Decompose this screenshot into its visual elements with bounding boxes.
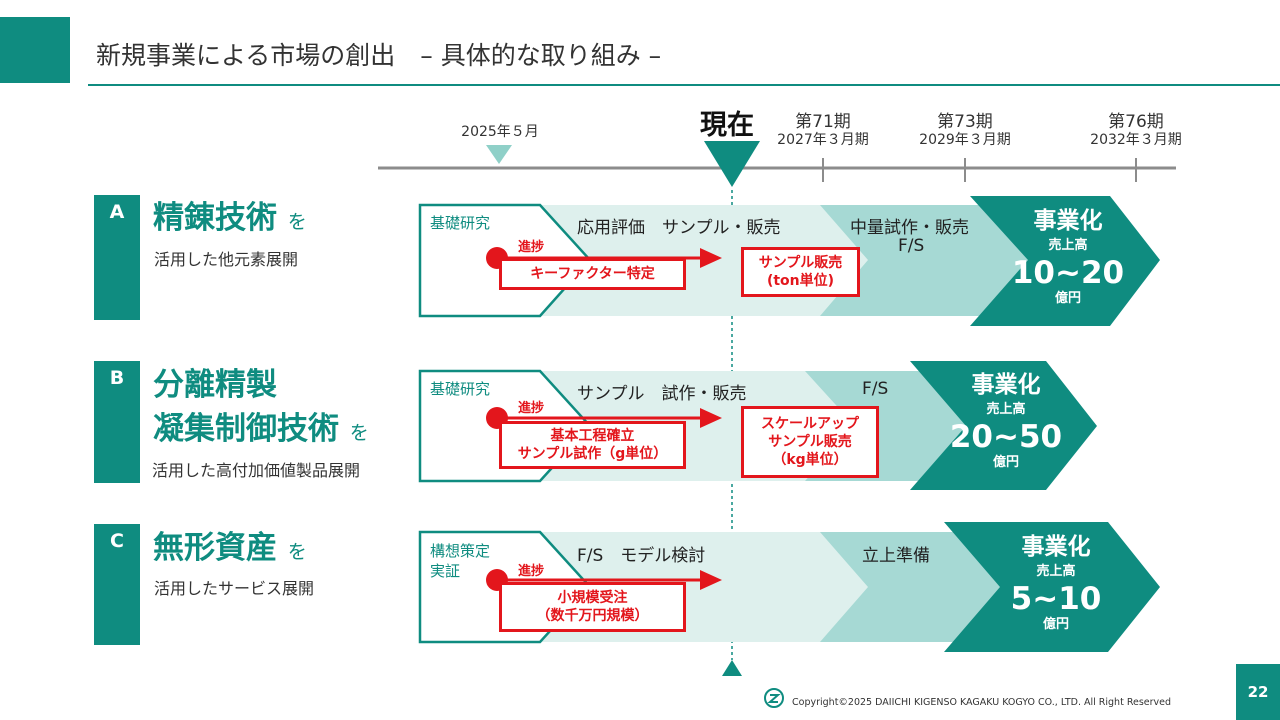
row-c-title: 無形資産 を <box>153 527 307 573</box>
row-b-goal: 事業化 売上高 20~50 億円 <box>946 370 1066 472</box>
row-c-goal-sales: 売上高 <box>1036 564 1076 579</box>
row-b-start-stage: 基礎研究 <box>430 380 491 398</box>
row-c-progress-box: 小規模受注 （数千万円規模） <box>499 582 686 632</box>
row-a-stage2 <box>820 205 1060 316</box>
row-c-stage2-label: 立上準備 <box>862 546 930 566</box>
title-rule <box>88 84 1280 86</box>
row-c-goal: 事業化 売上高 5~10 億円 <box>996 532 1116 634</box>
milestone-76: 第76期 2032年３月期 <box>1086 113 1186 149</box>
row-a-goal: 事業化 売上高 10~20 億円 <box>1008 206 1128 308</box>
row-a-target-box: サンプル販売 (ton単位) <box>741 247 860 297</box>
milestone-73-period: 第73期 <box>937 112 993 132</box>
row-a-stage2-label: 中量試作・販売 <box>850 218 969 238</box>
row-a-progress-arrowhead-icon <box>700 248 722 268</box>
row-a-goal-unit: 億円 <box>1054 291 1081 306</box>
row-c-stage1: F/S モデル検討 <box>577 546 706 566</box>
timeline-now-label: 現在 <box>700 110 754 141</box>
row-a-progress-box: キーファクター特定 <box>499 258 686 290</box>
milestone-76-date: 2032年３月期 <box>1090 132 1182 148</box>
row-c-letter: C <box>110 530 124 552</box>
row-b-progress-line2: サンプル試作（g単位） <box>517 446 668 462</box>
now-marker-icon <box>704 141 760 187</box>
row-c-goal-unit: 億円 <box>1042 617 1069 632</box>
row-b-progress-line1: 基本工程確立 <box>550 428 635 444</box>
row-a-bar: A <box>94 195 140 320</box>
row-a-goal-range: 10~20 <box>1011 255 1125 291</box>
row-b-title-line1: 分離精製 <box>153 367 277 403</box>
row-a-title: 精錬技術 を <box>153 197 307 243</box>
row-a-goal-sales: 売上高 <box>1048 238 1088 253</box>
row-a-title-text: 精錬技術 <box>153 200 277 236</box>
row-b-progress-box: 基本工程確立 サンプル試作（g単位） <box>499 421 686 469</box>
now-bottom-marker-icon <box>722 660 742 676</box>
row-b-target-line3: （kg単位） <box>772 452 848 468</box>
row-a-shinchoku: 進捗 <box>518 240 545 255</box>
row-b-target-line2: サンプル販売 <box>768 434 852 450</box>
row-a-goal-arrow <box>970 196 1160 326</box>
row-b-progress-arrowhead-icon <box>700 408 722 428</box>
row-c-progress-line1: 小規模受注 <box>557 590 628 606</box>
row-a-subtitle: 活用した他元素展開 <box>154 250 299 269</box>
row-c-shinchoku: 進捗 <box>518 564 545 579</box>
row-a-target-line1: サンプル販売 <box>758 255 843 271</box>
row-c-start-line1: 構想策定 <box>430 542 491 560</box>
row-a-stage1: 応用評価 サンプル・販売 <box>577 218 781 238</box>
row-a-goal-title: 事業化 <box>1033 208 1103 234</box>
row-a-start-stage: 基礎研究 <box>430 214 491 232</box>
row-c-goal-title: 事業化 <box>1021 534 1091 560</box>
row-b-title-line2: 凝集制御技術 <box>153 411 339 447</box>
row-b-stage2-label: F/S <box>862 379 889 399</box>
row-a-target-line2: (ton単位) <box>766 273 835 289</box>
row-b-title-line2-wrap: 凝集制御技術 を <box>153 408 369 454</box>
row-b-goal-arrow <box>910 361 1097 490</box>
row-b-goal-range: 20~50 <box>949 419 1063 455</box>
row-c-goal-arrow <box>944 522 1160 652</box>
row-b-subtitle: 活用した高付加価値製品展開 <box>152 461 361 480</box>
row-c-start-stage: 構想策定 実証 <box>430 541 490 581</box>
row-b-bar: B <box>94 361 140 483</box>
title-accent-bar <box>0 17 70 83</box>
row-a-letter: A <box>109 201 125 223</box>
row-b-wo: を <box>349 422 369 444</box>
row-c-subtitle: 活用したサービス展開 <box>154 579 315 598</box>
milestone-71-period: 第71期 <box>795 112 851 132</box>
row-b-target-box: スケールアップ サンプル販売 （kg単位） <box>741 406 879 478</box>
page-number: 22 <box>1236 664 1280 720</box>
milestone-73: 第73期 2029年３月期 <box>915 113 1015 149</box>
row-b-goal-title: 事業化 <box>971 372 1041 398</box>
row-a-stage2b-label: F/S <box>898 236 925 256</box>
row-b-goal-unit: 億円 <box>992 455 1019 470</box>
row-b-stage1: サンプル 試作・販売 <box>577 384 747 404</box>
row-b-shinchoku: 進捗 <box>518 401 545 416</box>
row-c-progress-arrowhead-icon <box>700 570 722 590</box>
row-b-goal-sales: 売上高 <box>986 402 1026 417</box>
row-c-progress-line2: （数千万円規模） <box>536 608 649 624</box>
milestone-76-period: 第76期 <box>1108 112 1164 132</box>
copyright-footer: Copyright©2025 DAIICHI KIGENSO KAGAKU KO… <box>792 697 1172 708</box>
row-c-wo: を <box>287 541 307 563</box>
row-b-letter: B <box>109 367 125 389</box>
milestone-71: 第71期 2027年３月期 <box>773 113 873 149</box>
row-a-wo: を <box>287 211 307 233</box>
row-c-bar: C <box>94 524 140 645</box>
company-logo-icon <box>764 688 784 708</box>
row-b-target-line1: スケールアップ <box>761 416 859 432</box>
start-marker-icon <box>486 145 512 164</box>
timeline-start-label: 2025年５月 <box>461 124 539 140</box>
milestone-71-date: 2027年３月期 <box>777 132 869 148</box>
row-c-goal-range: 5~10 <box>1010 581 1102 617</box>
row-c-start-line2: 実証 <box>430 562 461 580</box>
row-c-title-text: 無形資産 <box>153 530 277 566</box>
page-title: 新規事業による市場の創出 – 具体的な取り組み – <box>96 41 662 70</box>
milestone-73-date: 2029年３月期 <box>919 132 1011 148</box>
